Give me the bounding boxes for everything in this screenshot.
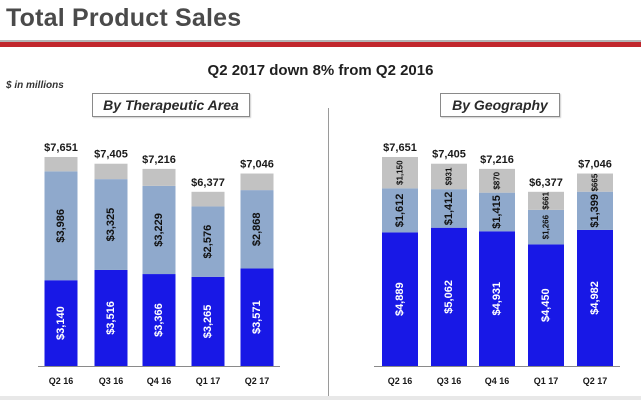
- bar-segment: [528, 209, 564, 245]
- bar-total-label: $7,046: [578, 159, 612, 171]
- bar-total-label: $6,377: [529, 177, 563, 189]
- bar-segment: [142, 274, 176, 366]
- bar-total-label: $7,216: [480, 154, 514, 166]
- bar-segment: [528, 244, 564, 366]
- segment-label: $4,450: [540, 288, 552, 322]
- bar-segment: [142, 168, 176, 186]
- bar-total-label: $7,651: [44, 142, 78, 154]
- page-title: Total Product Sales: [6, 4, 242, 32]
- bar-segment: [431, 163, 467, 190]
- bar-segment: [191, 206, 225, 277]
- x-tick-label: Q2 17: [245, 376, 270, 386]
- bar-segment: [382, 157, 418, 189]
- segment-label: $4,931: [491, 282, 503, 316]
- segment-label: $1,399: [589, 194, 601, 228]
- bar-segment: [479, 231, 515, 366]
- segment-label: $931: [445, 167, 454, 185]
- x-tick-label: Q3 16: [99, 376, 124, 386]
- segment-label: $4,889: [394, 282, 406, 316]
- bar-segment: [577, 229, 613, 366]
- bar-segment: [382, 232, 418, 366]
- bar-segment: [191, 191, 225, 207]
- bar-total-label: $7,405: [94, 149, 128, 161]
- segment-label: $5,062: [443, 280, 455, 314]
- segment-label: $3,229: [153, 213, 165, 247]
- bar-segment: [44, 157, 78, 172]
- footer-rule: [0, 396, 641, 400]
- segment-label: $3,325: [105, 208, 117, 242]
- bar-segment: [240, 173, 274, 191]
- x-tick-label: Q3 16: [437, 376, 462, 386]
- title-rule-red: [0, 42, 641, 47]
- segment-label: $3,571: [251, 300, 263, 334]
- segment-label: $3,140: [55, 306, 67, 340]
- bar-segment: [94, 163, 128, 180]
- bar-segment: [142, 185, 176, 275]
- bar-segment: [431, 189, 467, 228]
- segment-label: $4,982: [589, 281, 601, 315]
- x-tick-label: Q1 17: [196, 376, 221, 386]
- x-tick-label: Q4 16: [485, 376, 510, 386]
- bar-segment: [240, 268, 274, 366]
- segment-label: $1,412: [443, 192, 455, 226]
- subtitle: Q2 2017 down 8% from Q2 2016: [207, 62, 434, 79]
- segment-label: $1,612: [394, 194, 406, 228]
- segment-label: $3,265: [202, 305, 214, 339]
- bar-segment: [577, 173, 613, 192]
- bar-total-label: $6,377: [191, 177, 225, 189]
- bar-total-label: $7,216: [142, 154, 176, 166]
- bar-segment: [94, 269, 128, 366]
- bar-total-label: $7,651: [383, 142, 417, 154]
- geography-panel-title: By Geography: [440, 93, 560, 117]
- bar-segment: [382, 188, 418, 233]
- x-tick-label: Q4 16: [147, 376, 172, 386]
- bar-segment: [479, 168, 515, 193]
- bar-segment: [577, 191, 613, 230]
- segment-label: $3,516: [105, 301, 117, 335]
- segment-label: $1,266: [542, 214, 551, 239]
- segment-label: $3,366: [153, 303, 165, 337]
- segment-label: $2,576: [202, 225, 214, 259]
- segment-label: $1,415: [491, 195, 503, 229]
- bar-segment: [94, 179, 128, 270]
- segment-label: $665: [591, 173, 600, 191]
- bar-total-label: $7,046: [240, 159, 274, 171]
- bar-segment: [479, 192, 515, 232]
- panel-divider: [328, 108, 329, 396]
- title-rule-gray: [0, 40, 641, 42]
- x-tick-label: Q2 17: [583, 376, 608, 386]
- units-note: $ in millions: [6, 80, 64, 91]
- bar-segment: [44, 171, 78, 281]
- segment-label: $870: [493, 171, 502, 189]
- x-tick-label: Q2 16: [388, 376, 413, 386]
- bar-segment: [431, 227, 467, 366]
- segment-label: $661: [542, 191, 551, 209]
- segment-label: $3,986: [55, 209, 67, 243]
- x-tick-label: Q1 17: [534, 376, 559, 386]
- bar-total-label: $7,405: [432, 149, 466, 161]
- bar-segment: [528, 191, 564, 210]
- segment-label: $2,868: [251, 212, 263, 246]
- bar-segment: [44, 280, 78, 366]
- bar-segment: [240, 190, 274, 269]
- x-tick-label: Q2 16: [49, 376, 74, 386]
- bar-segment: [191, 276, 225, 366]
- therapeutic-area-panel-title: By Therapeutic Area: [92, 93, 250, 117]
- segment-label: $1,150: [396, 160, 405, 185]
